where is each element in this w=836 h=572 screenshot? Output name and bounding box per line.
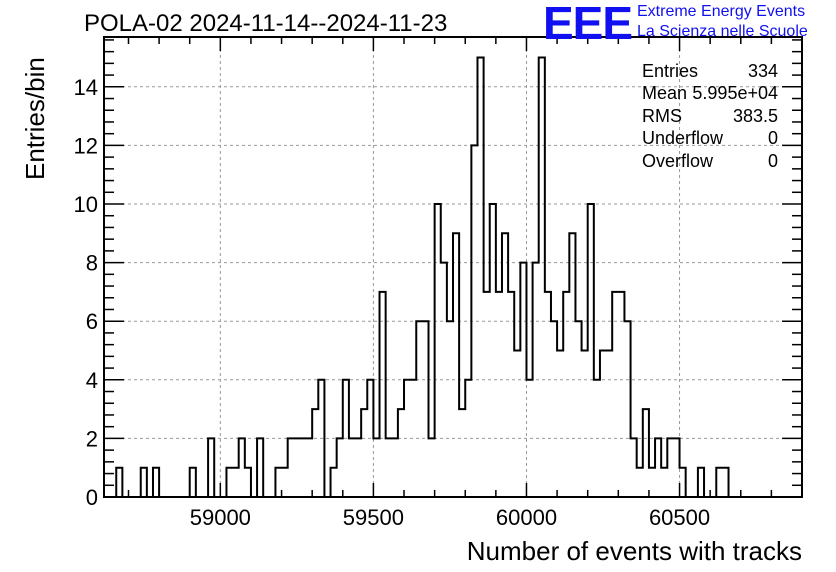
- axis-ticks: [104, 37, 803, 498]
- y-tick-label: 10: [74, 192, 98, 217]
- stats-row-mean: Mean 5.995e+04: [642, 82, 782, 104]
- x-tick-label: 60000: [496, 505, 557, 530]
- y-tick-label: 12: [74, 133, 98, 158]
- y-tick-label: 6: [86, 309, 98, 334]
- y-tick-labels: 0 2 4 6 8 10 12 14: [74, 75, 98, 510]
- stats-value: 0: [767, 150, 778, 171]
- stats-label: RMS: [642, 105, 682, 126]
- x-tick-labels: 59000 59500 60000 60500: [190, 505, 710, 530]
- stats-label: Underflow: [642, 128, 724, 149]
- logo-caption-line2: La Scienza nelle Scuole: [637, 23, 808, 40]
- x-tick-label: 59000: [190, 505, 251, 530]
- logo-caption-line1: Extreme Energy Events: [637, 3, 806, 20]
- y-tick-label: 8: [86, 251, 98, 276]
- y-axis-label: Entries/bin: [20, 57, 50, 180]
- y-tick-label: 4: [86, 368, 98, 393]
- x-tick-label: 60500: [649, 505, 710, 530]
- stats-value: 334: [747, 61, 778, 81]
- stats-value: 5.995e+04: [692, 83, 778, 104]
- stats-box: Entries 334 Mean 5.995e+04 RMS 383.5 Und…: [642, 60, 782, 172]
- histogram-line: [104, 56, 802, 498]
- stats-label: Entries: [642, 61, 699, 81]
- stats-row-rms: RMS 383.5: [642, 105, 782, 127]
- x-axis-label: Number of events with tracks: [466, 536, 802, 566]
- stats-row-overflow: Overflow 0: [642, 150, 782, 172]
- stats-value: 0: [767, 128, 778, 149]
- y-tick-label: 0: [86, 485, 98, 510]
- stats-row-underflow: Underflow 0: [642, 127, 782, 149]
- stats-label: Overflow: [642, 150, 714, 171]
- stats-value: 383.5: [732, 105, 778, 126]
- logo-caption: Extreme Energy Events La Scienza nelle S…: [637, 2, 808, 42]
- stats-row-entries: Entries 334: [642, 60, 782, 82]
- x-tick-label: 59500: [343, 505, 404, 530]
- plot-frame: [103, 36, 803, 498]
- stats-label: Mean: [642, 83, 688, 104]
- y-tick-label: 2: [86, 426, 98, 451]
- eee-logo: EEE: [543, 0, 633, 49]
- y-tick-label: 14: [74, 75, 98, 100]
- chart-title: POLA-02 2024-11-14--2024-11-23: [84, 10, 448, 37]
